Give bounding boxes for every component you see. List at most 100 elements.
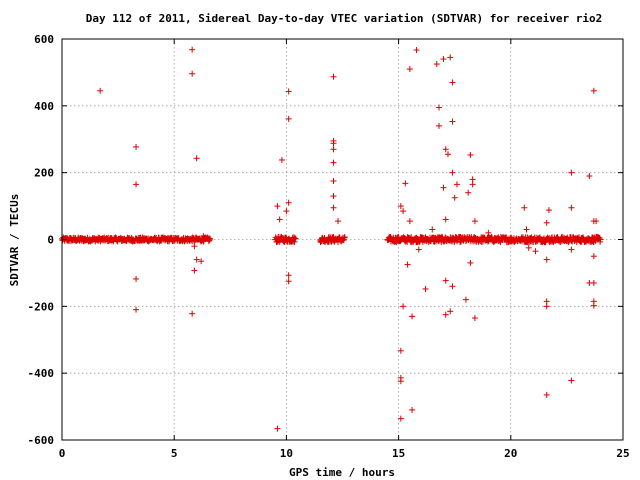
data-point: [451, 194, 458, 201]
data-point: [330, 204, 337, 211]
data-point: [133, 143, 140, 150]
data-point: [471, 218, 478, 225]
data-point: [397, 203, 404, 210]
band-point: [457, 239, 464, 246]
data-point: [397, 378, 404, 385]
data-point: [400, 208, 407, 215]
x-tick-label: 5: [171, 447, 178, 460]
data-point: [586, 173, 593, 180]
y-tick-label: 0: [47, 234, 54, 247]
data-point: [442, 311, 449, 318]
band-point: [207, 235, 214, 242]
data-point: [404, 261, 411, 268]
y-tick-label: -200: [28, 300, 55, 313]
data-point: [435, 104, 442, 111]
data-point: [278, 156, 285, 163]
data-point: [590, 253, 597, 260]
data-point: [274, 203, 281, 210]
data-point: [442, 146, 449, 153]
data-point: [189, 46, 196, 53]
data-point: [525, 244, 532, 251]
data-point: [447, 54, 454, 61]
data-point: [462, 296, 469, 303]
data-point: [406, 66, 413, 73]
data-point: [330, 140, 337, 147]
data-point: [133, 306, 140, 313]
y-axis-label: SDTVAR / TECUs: [8, 194, 21, 287]
data-point: [409, 313, 416, 320]
data-point: [568, 246, 575, 253]
data-point: [543, 391, 550, 398]
data-point: [409, 406, 416, 413]
data-point: [285, 88, 292, 95]
y-tick-label: 200: [34, 167, 54, 180]
data-point: [523, 226, 530, 233]
data-point: [283, 208, 290, 215]
data-point: [440, 56, 447, 63]
band-point: [597, 236, 604, 243]
data-points: [59, 46, 604, 432]
data-point: [471, 315, 478, 322]
data-point: [449, 118, 456, 125]
data-point: [568, 204, 575, 211]
data-point: [485, 229, 492, 236]
data-point: [406, 218, 413, 225]
data-point: [285, 115, 292, 122]
data-point: [543, 298, 550, 305]
data-point: [285, 278, 292, 285]
data-point: [453, 181, 460, 188]
data-point: [469, 181, 476, 188]
data-point: [593, 218, 600, 225]
data-point: [397, 347, 404, 354]
data-point: [189, 70, 196, 77]
x-tick-label: 10: [280, 447, 293, 460]
data-point: [467, 151, 474, 158]
data-point: [133, 181, 140, 188]
band-point: [341, 234, 348, 241]
data-point: [545, 207, 552, 214]
data-point: [285, 272, 292, 279]
data-point: [402, 180, 409, 187]
data-point: [330, 178, 337, 185]
data-point: [521, 204, 528, 211]
data-point: [133, 275, 140, 282]
data-point: [330, 73, 337, 80]
data-point: [467, 259, 474, 266]
data-point: [413, 47, 420, 54]
data-point: [191, 267, 198, 274]
data-point: [449, 169, 456, 176]
data-point: [543, 219, 550, 226]
data-point: [543, 256, 550, 263]
data-point: [193, 256, 200, 263]
chart-title: Day 112 of 2011, Sidereal Day-to-day VTE…: [86, 12, 603, 25]
x-tick-label: 15: [392, 447, 405, 460]
data-point: [435, 122, 442, 129]
data-point: [415, 246, 422, 253]
x-axis-label: GPS time / hours: [289, 466, 395, 479]
data-point: [590, 87, 597, 94]
data-point: [440, 184, 447, 191]
data-point: [465, 189, 472, 196]
data-point: [97, 87, 104, 94]
data-point: [200, 233, 207, 240]
data-point: [330, 159, 337, 166]
data-point: [568, 377, 575, 384]
data-point: [449, 283, 456, 290]
data-point: [276, 216, 283, 223]
data-point: [568, 169, 575, 176]
data-point: [442, 216, 449, 223]
data-point: [330, 146, 337, 153]
data-point: [422, 285, 429, 292]
data-point: [330, 193, 337, 200]
data-point: [590, 302, 597, 309]
data-point: [442, 277, 449, 284]
data-point: [532, 248, 539, 255]
x-tick-label: 0: [59, 447, 66, 460]
data-point: [189, 310, 196, 317]
data-point: [469, 176, 476, 183]
x-tick-label: 20: [504, 447, 517, 460]
data-point: [285, 199, 292, 206]
data-point: [397, 415, 404, 422]
y-tick-label: -400: [28, 367, 55, 380]
